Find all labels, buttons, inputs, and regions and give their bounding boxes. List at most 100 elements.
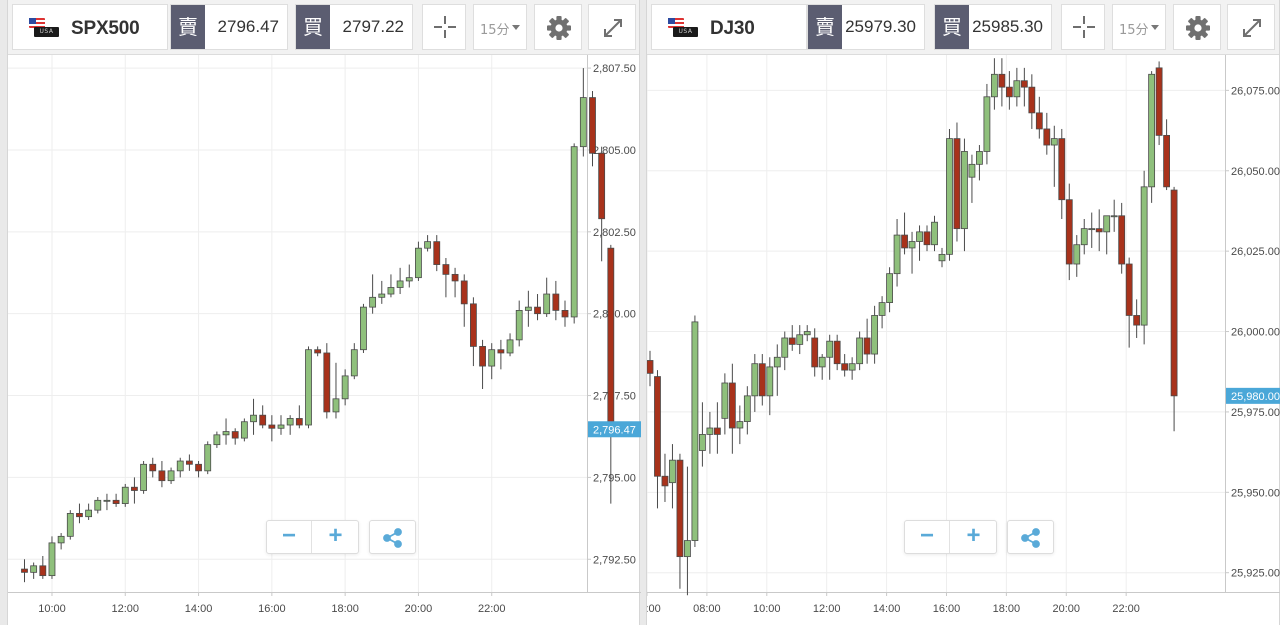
candle bbox=[901, 212, 908, 255]
settings-button[interactable] bbox=[1173, 4, 1221, 50]
interval-dropdown[interactable]: 15分 bbox=[1112, 4, 1166, 50]
last-price-label: 2,796.47 bbox=[593, 424, 636, 436]
candle-body bbox=[85, 509, 93, 518]
x-tick-label: 06:00 bbox=[647, 603, 661, 615]
zoom-controls: − + bbox=[904, 520, 997, 554]
candle bbox=[204, 441, 212, 475]
candle bbox=[1133, 299, 1141, 338]
candle bbox=[871, 305, 879, 364]
buy-button[interactable]: 買 25985.30 bbox=[934, 4, 1052, 50]
expand-icon bbox=[604, 19, 622, 37]
candle bbox=[21, 559, 28, 583]
candle-body bbox=[222, 431, 230, 436]
candle-body bbox=[378, 293, 386, 298]
candle-body bbox=[286, 418, 294, 426]
crosshair-button[interactable] bbox=[422, 4, 466, 50]
candle-body bbox=[1110, 215, 1118, 218]
candle-body bbox=[803, 331, 811, 336]
candle bbox=[176, 457, 184, 478]
interval-dropdown[interactable]: 15分 bbox=[473, 4, 527, 50]
sell-button[interactable]: 賣 2796.47 bbox=[170, 4, 288, 50]
candle bbox=[1080, 218, 1088, 255]
candle bbox=[878, 296, 886, 329]
symbol-selector[interactable]: USA DJ30 bbox=[651, 4, 807, 50]
candle bbox=[923, 225, 931, 252]
candle-body bbox=[524, 306, 532, 311]
candle-body bbox=[968, 163, 976, 178]
candle-body bbox=[826, 340, 834, 358]
candle bbox=[833, 334, 841, 371]
candle bbox=[332, 362, 340, 419]
candle-body bbox=[552, 293, 560, 311]
candle-body bbox=[387, 287, 395, 295]
candle bbox=[534, 294, 541, 321]
candle bbox=[1073, 235, 1081, 277]
candle bbox=[350, 343, 358, 380]
candle bbox=[1125, 257, 1133, 348]
candle-body bbox=[295, 418, 303, 426]
buy-badge: 買 bbox=[296, 5, 330, 49]
candle bbox=[721, 373, 729, 435]
expand-icon bbox=[1243, 19, 1261, 37]
buy-button[interactable]: 買 2797.22 bbox=[295, 4, 413, 50]
candle-body bbox=[1050, 138, 1058, 146]
sell-badge: 賣 bbox=[171, 5, 205, 49]
candle bbox=[796, 325, 804, 355]
candle-body bbox=[305, 349, 312, 426]
candle bbox=[378, 280, 386, 304]
x-tick-label: 10:00 bbox=[753, 603, 781, 615]
candle-body bbox=[856, 337, 864, 365]
symbol-selector[interactable]: USA SPX500 bbox=[12, 4, 168, 50]
candlestick-chart[interactable]: 2,807.502,805.002,802.502,800.002,797.50… bbox=[8, 55, 641, 625]
candle bbox=[57, 533, 65, 550]
chevron-down-icon bbox=[512, 25, 520, 30]
candle bbox=[1118, 202, 1126, 274]
x-tick-label: 14:00 bbox=[185, 603, 213, 615]
zoom-out-button[interactable]: − bbox=[905, 521, 950, 553]
candle-body bbox=[415, 247, 422, 279]
candlestick-chart[interactable]: 26,075.00 26,050.00 26,025.00 26,000.00 25,9… bbox=[647, 55, 1280, 625]
candle bbox=[699, 402, 706, 467]
fullscreen-button[interactable] bbox=[1227, 4, 1275, 50]
candle-body bbox=[360, 306, 367, 351]
y-tick-label: 2,800.00 bbox=[593, 309, 636, 321]
y-tick-label: 26,000.00 bbox=[1231, 327, 1280, 339]
candle bbox=[946, 128, 953, 261]
crosshair-button[interactable] bbox=[1061, 4, 1105, 50]
candle-body bbox=[1148, 73, 1156, 188]
candle-body bbox=[185, 460, 193, 465]
share-icon bbox=[383, 528, 402, 548]
candle bbox=[706, 411, 714, 454]
candle-body bbox=[1163, 134, 1171, 188]
candle bbox=[1035, 96, 1043, 139]
candle-body bbox=[30, 565, 38, 573]
zoom-out-button[interactable]: − bbox=[267, 521, 312, 553]
candle bbox=[30, 562, 38, 579]
candle bbox=[1043, 112, 1051, 155]
candle-body bbox=[332, 398, 340, 413]
fullscreen-button[interactable] bbox=[588, 4, 636, 50]
candle bbox=[916, 225, 923, 261]
share-button[interactable] bbox=[369, 520, 416, 554]
candle bbox=[691, 315, 699, 547]
zoom-in-button[interactable]: + bbox=[966, 522, 981, 549]
candle bbox=[149, 457, 157, 478]
candle bbox=[76, 503, 83, 524]
candle-body bbox=[1013, 80, 1021, 98]
candle-body bbox=[833, 340, 841, 365]
candle-body bbox=[931, 221, 938, 246]
candle bbox=[961, 138, 968, 252]
candle-body bbox=[589, 97, 596, 154]
share-button[interactable] bbox=[1007, 520, 1054, 554]
candle bbox=[167, 467, 175, 484]
sell-button[interactable]: 賣 25979.30 bbox=[807, 4, 925, 50]
candle-body bbox=[990, 73, 998, 98]
candle-body bbox=[506, 339, 514, 354]
candle-body bbox=[112, 499, 120, 504]
y-tick-label: 25,950.00 bbox=[1231, 487, 1280, 499]
candle-body bbox=[1043, 128, 1051, 146]
zoom-in-button[interactable]: + bbox=[328, 522, 343, 549]
candle-body bbox=[579, 97, 587, 148]
x-tick-label: 14:00 bbox=[873, 603, 901, 615]
settings-button[interactable] bbox=[534, 4, 582, 50]
